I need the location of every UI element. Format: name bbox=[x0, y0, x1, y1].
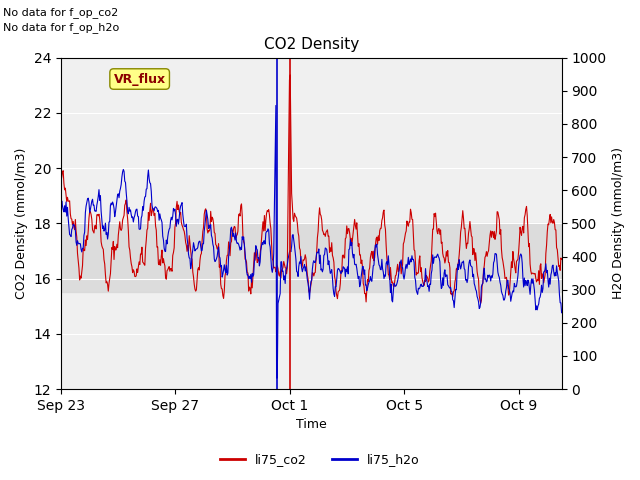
Bar bbox=[61, 223, 561, 292]
Text: VR_flux: VR_flux bbox=[113, 72, 166, 85]
X-axis label: Time: Time bbox=[296, 419, 326, 432]
Y-axis label: CO2 Density (mmol/m3): CO2 Density (mmol/m3) bbox=[15, 148, 28, 299]
Text: No data for f_op_h2o: No data for f_op_h2o bbox=[3, 22, 120, 33]
Text: No data for f_op_co2: No data for f_op_co2 bbox=[3, 7, 118, 18]
Legend: li75_co2, li75_h2o: li75_co2, li75_h2o bbox=[215, 448, 425, 471]
Title: CO2 Density: CO2 Density bbox=[264, 37, 359, 52]
Y-axis label: H2O Density (mmol/m3): H2O Density (mmol/m3) bbox=[612, 147, 625, 300]
